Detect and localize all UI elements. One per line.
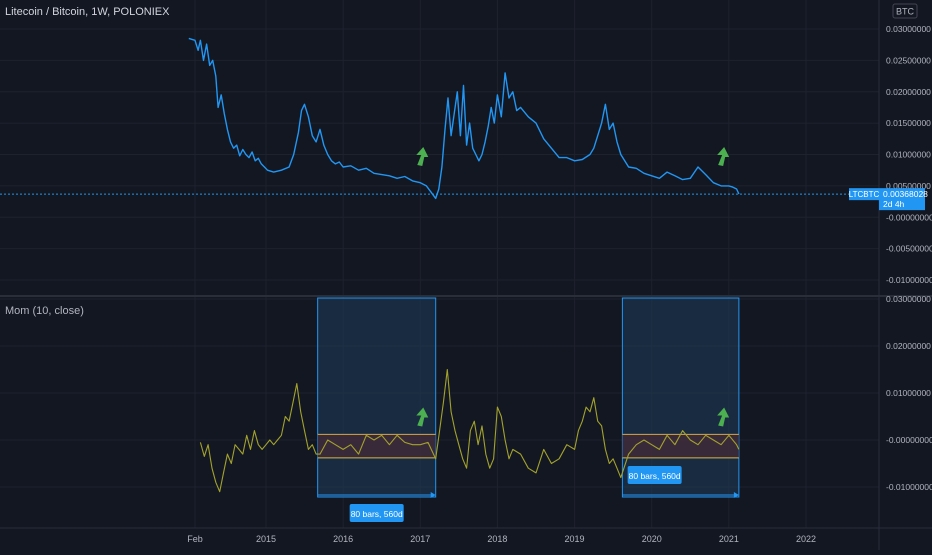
currency-badge[interactable]: BTC <box>892 3 918 19</box>
time-axis-label: 2020 <box>642 534 662 544</box>
time-axis-label: 2019 <box>565 534 585 544</box>
last-price-tag-bg <box>879 188 925 211</box>
price-axis-label: 0.00500000 <box>886 181 931 191</box>
range-label: 80 bars, 560d <box>629 471 681 481</box>
price-axis-label: -0.00000000 <box>886 212 932 222</box>
currency-badge-label: BTC <box>896 7 915 17</box>
price-axis[interactable]: 0.03000000 0.02500000 0.02000000 0.01500000… <box>886 24 932 285</box>
momentum-line-layer <box>199 368 740 493</box>
up-arrow-icon <box>416 147 429 167</box>
momentum-series-line[interactable] <box>199 368 740 493</box>
time-axis-label: 2016 <box>333 534 353 544</box>
last-price-countdown: 2d 4h <box>883 199 905 209</box>
range-label-bg <box>349 504 404 522</box>
range-measure-arrowhead <box>430 492 436 498</box>
price-axis-label: 0.02000000 <box>886 87 931 97</box>
time-axis-label: 2021 <box>719 534 739 544</box>
momentum-axis-label: -0.01000000 <box>886 482 932 492</box>
price-axis-label: -0.00500000 <box>886 244 932 254</box>
band-fill <box>317 434 436 458</box>
momentum-axis-label: 0.01000000 <box>886 388 931 398</box>
price-axis-label: -0.01000000 <box>886 275 932 285</box>
price-line-layer <box>188 37 740 200</box>
time-axis-label: 2018 <box>487 534 507 544</box>
time-axis-label: 2022 <box>796 534 816 544</box>
time-axis-label: Feb <box>187 534 203 544</box>
range-measure-arrowhead <box>733 492 739 498</box>
band-fill <box>622 434 739 458</box>
ticker-label: LTCBTC <box>849 190 880 199</box>
momentum-axis-label: -0.00000000 <box>886 435 932 445</box>
symbol-title[interactable]: Litecoin / Bitcoin, 1W, POLONIEX <box>5 6 170 18</box>
range-boxes <box>317 297 740 498</box>
momentum-axis[interactable]: 0.03000000 0.02000000 0.01000000 -0.0000000… <box>886 294 932 492</box>
arrow-layer <box>416 147 730 427</box>
price-axis-label: 0.01000000 <box>886 150 931 160</box>
price-axis-label: 0.03000000 <box>886 24 931 34</box>
time-axis[interactable]: Feb 2015 2016 2017 2018 2019 2020 2021 2022 <box>187 534 816 544</box>
price-series-line[interactable] <box>188 37 740 200</box>
range-labels: 80 bars, 560d 80 bars, 560d <box>349 466 682 522</box>
momentum-axis-label: 0.03000000 <box>886 294 931 304</box>
ticker-label-bg <box>849 188 879 201</box>
momentum-title[interactable]: Mom (10, close) <box>5 305 84 317</box>
last-price-marker: LTCBTC 0.00368028 2d 4h <box>0 188 928 211</box>
range-box[interactable] <box>317 297 437 498</box>
up-arrow-icon <box>717 407 730 427</box>
time-axis-label: 2017 <box>410 534 430 544</box>
price-axis-label: 0.01500000 <box>886 118 931 128</box>
price-axis-label: 0.02500000 <box>886 55 931 65</box>
last-price-tag-value: 0.00368028 <box>883 189 928 199</box>
range-box[interactable] <box>621 297 740 498</box>
time-axis-label: 2015 <box>256 534 276 544</box>
up-arrow-icon <box>416 407 429 427</box>
range-label-bg <box>627 466 682 484</box>
range-label: 80 bars, 560d <box>351 509 403 519</box>
momentum-axis-label: 0.02000000 <box>886 341 931 351</box>
up-arrow-icon <box>717 147 730 167</box>
